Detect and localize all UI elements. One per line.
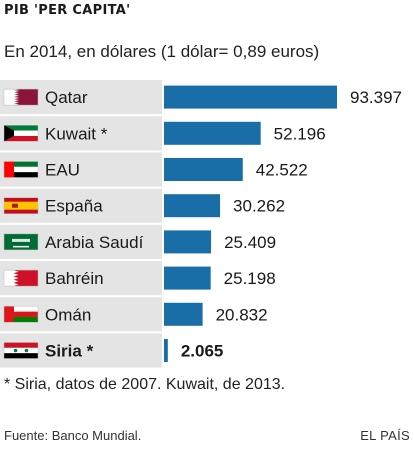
chart-row: España 30.262 [0, 188, 285, 223]
spain-flag-icon [3, 197, 39, 214]
category-label: Siria * [45, 342, 94, 361]
value-label: 42.522 [256, 161, 308, 180]
chart-row: EAU 42.522 [0, 152, 308, 187]
qatar-flag-icon [3, 88, 39, 106]
value-label: 2.065 [181, 342, 224, 361]
chart-row: Bahréin 25.198 [0, 261, 276, 296]
value-label: 20.832 [216, 305, 268, 324]
category-label: Bahréin [45, 269, 104, 288]
bar-chart: Qatar 93.397 Kuwait * 52.196 EAU 42.522 España… [0, 80, 402, 368]
category-label: Omán [45, 305, 91, 324]
bar [164, 230, 212, 254]
chart-row: Qatar 93.397 [0, 80, 402, 115]
chart-row: Kuwait * 52.196 [0, 116, 326, 151]
chart-title: PIB 'PER CAPITA' [4, 3, 131, 18]
category-label: Arabia Saudí [45, 233, 144, 252]
value-label: 52.196 [274, 124, 326, 143]
syria-flag-icon [3, 342, 39, 359]
value-label: 25.409 [224, 233, 276, 252]
value-label: 93.397 [350, 88, 402, 107]
bahrain-flag-icon [3, 269, 39, 287]
category-label: Kuwait * [45, 124, 108, 143]
bar [164, 194, 221, 218]
chart-row: Arabia Saudí 25.409 [0, 224, 276, 259]
chart-row: Omán 20.832 [0, 297, 268, 332]
value-label: 30.262 [233, 197, 285, 216]
category-label: EAU [45, 161, 80, 180]
bar [164, 266, 211, 290]
footnote: * Siria, datos de 2007. Kuwait, de 2013. [4, 376, 286, 393]
bar [164, 158, 243, 181]
chart-subtitle: En 2014, en dólares (1 dólar= 0,89 euros… [4, 42, 320, 61]
saudi-arabia-flag-icon [3, 233, 39, 251]
category-label: Qatar [45, 88, 88, 107]
bar [164, 121, 261, 145]
uae-flag-icon [3, 161, 39, 178]
value-label: 25.198 [224, 269, 276, 288]
category-label: España [45, 197, 103, 216]
publisher-label: EL PAÍS [360, 428, 410, 443]
bar [164, 339, 168, 362]
kuwait-flag-icon [3, 125, 39, 142]
bar [164, 85, 337, 109]
source-note: Fuente: Banco Mundial. [4, 428, 142, 443]
chart-row: Siria * 2.065 [0, 333, 224, 368]
bar [164, 302, 203, 326]
oman-flag-icon [3, 306, 39, 323]
